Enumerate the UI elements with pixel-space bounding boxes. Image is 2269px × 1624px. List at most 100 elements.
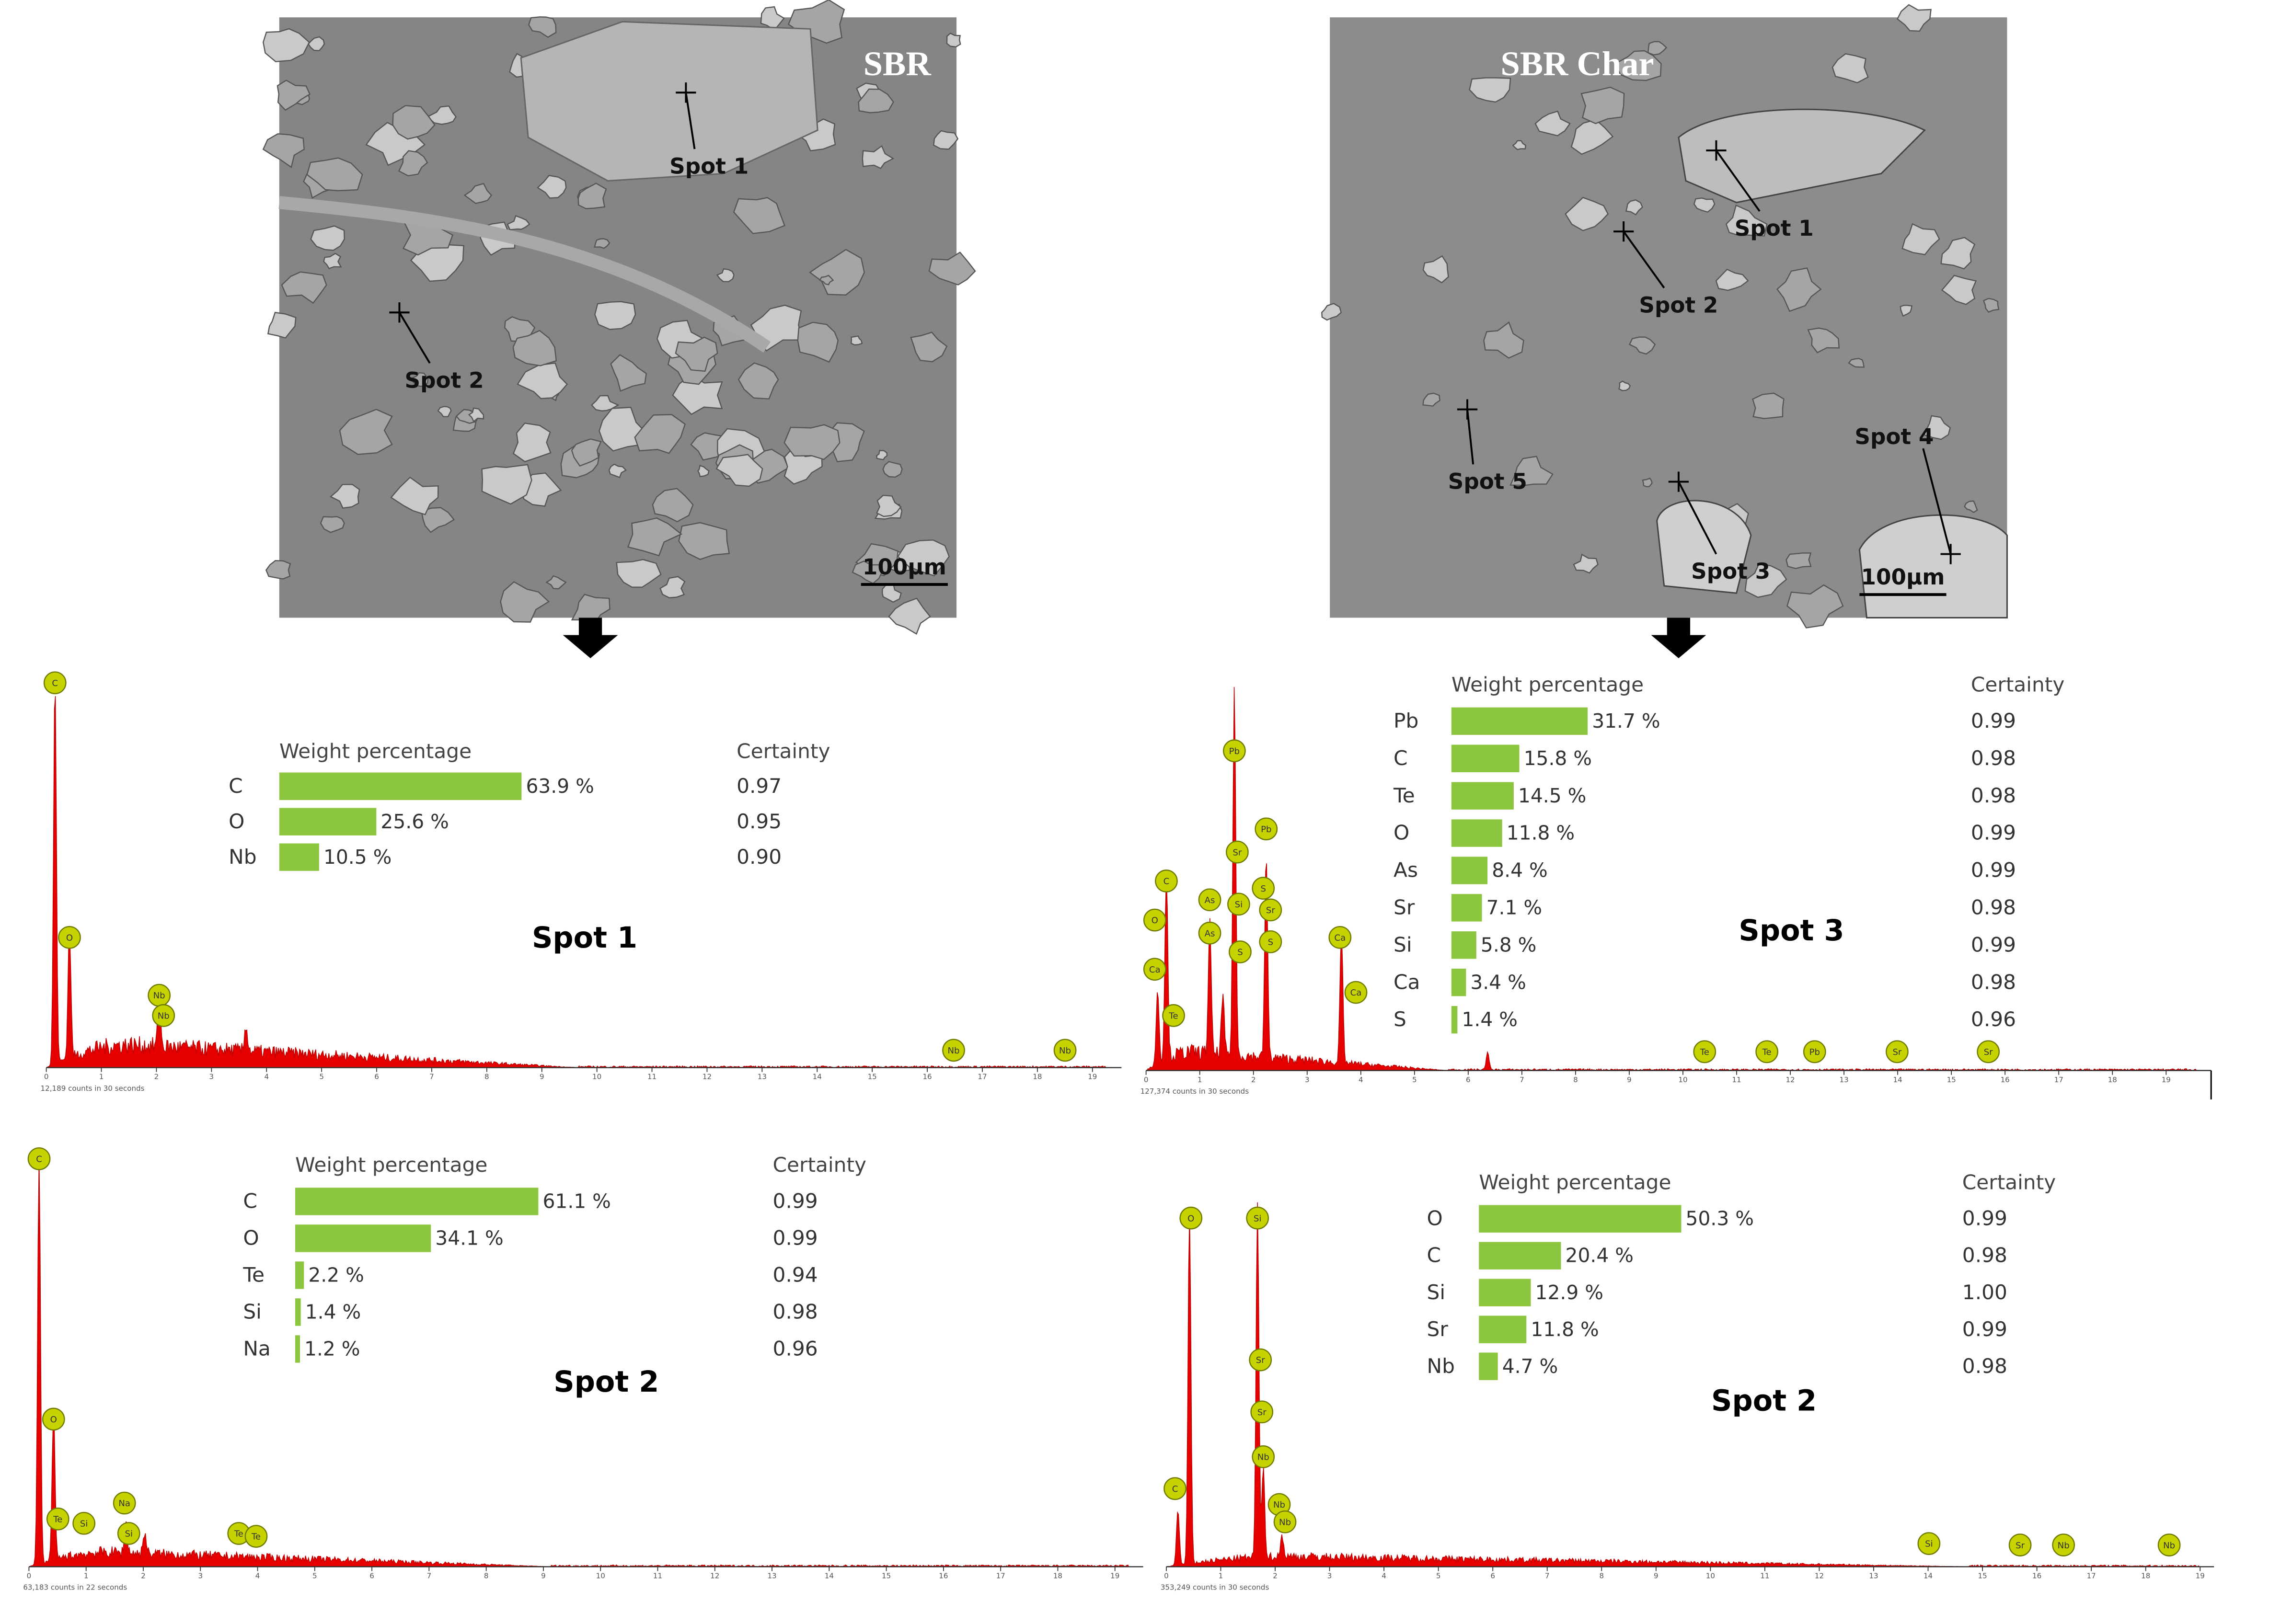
tick-label: 10 <box>592 1073 601 1081</box>
element-label: Sr <box>1427 1317 1448 1341</box>
particle <box>410 244 464 282</box>
pointer <box>1466 409 1474 465</box>
weight-label: 31.7 % <box>1592 709 1660 732</box>
spot-title: Spot 3 <box>1739 914 1844 948</box>
tick-label: 6 <box>374 1073 379 1081</box>
peak-badge <box>72 1511 96 1535</box>
peak-badge <box>1198 921 1221 945</box>
tick-label: 14 <box>813 1073 822 1081</box>
weight-label: 1.2 % <box>304 1338 360 1361</box>
peak-label: O <box>1187 1213 1194 1224</box>
element-label: Si <box>1394 933 1412 956</box>
particle <box>409 372 429 387</box>
tick-label: 19 <box>2162 1075 2171 1084</box>
element-label: Ca <box>1394 970 1420 994</box>
particle <box>329 484 360 509</box>
tick-label: 17 <box>2054 1075 2063 1084</box>
peak-badge <box>2008 1533 2032 1556</box>
peak-label: Te <box>1700 1047 1709 1057</box>
particle <box>1923 415 1951 440</box>
peak-badge <box>1259 898 1282 922</box>
certainty-value: 0.99 <box>1971 821 2016 845</box>
spectrum <box>1166 1202 2201 1567</box>
peak-badge <box>1143 958 1166 981</box>
spot-label: Spot 2 <box>405 367 484 393</box>
particle <box>928 252 976 286</box>
counts-caption: 127,374 counts in 30 seconds <box>1140 1087 1249 1096</box>
peak-label: Te <box>234 1529 243 1539</box>
particle <box>1565 196 1609 231</box>
weight-label: 10.5 % <box>323 846 392 869</box>
particle <box>594 301 636 330</box>
particle <box>1422 255 1449 284</box>
peak-badge <box>1252 877 1275 900</box>
peak-label: Sr <box>1984 1047 1993 1057</box>
peak-label: Na <box>118 1498 130 1509</box>
tick-label: 14 <box>1893 1075 1902 1084</box>
peak-badge <box>1226 840 1249 864</box>
element-label: C <box>243 1189 257 1213</box>
particle <box>715 454 763 487</box>
tick-label: 18 <box>2108 1075 2117 1084</box>
particle <box>512 422 552 462</box>
particle <box>809 249 865 296</box>
tick-label: 6 <box>1466 1075 1471 1084</box>
element-label: O <box>1427 1207 1442 1230</box>
peak-badge <box>942 1039 965 1062</box>
particle <box>1422 392 1440 407</box>
certainty-value: 0.94 <box>773 1263 818 1287</box>
particle <box>783 424 841 460</box>
tick-label: 4 <box>1382 1572 1386 1580</box>
arrow <box>563 618 618 658</box>
certainty-value: 0.99 <box>1971 858 2016 882</box>
spot-label: Spot 4 <box>1854 424 1934 449</box>
certainty-value: 0.99 <box>1962 1207 2007 1230</box>
particle <box>1618 380 1631 391</box>
particle <box>1964 500 1978 514</box>
counts-caption: 12,189 counts in 30 seconds <box>41 1084 145 1093</box>
certainty-value: 0.98 <box>1971 970 2016 994</box>
tick-label: 15 <box>868 1073 877 1081</box>
element-label: S <box>1394 1007 1406 1031</box>
peak-badge <box>1693 1040 1716 1064</box>
particle <box>1321 303 1342 321</box>
tick-label: 13 <box>1869 1572 1878 1580</box>
particle <box>1752 392 1785 419</box>
tick-label: 1 <box>1198 1075 1202 1084</box>
peak-label: Si <box>1254 1213 1262 1224</box>
spot-label: Spot 1 <box>1735 216 1814 241</box>
peak-badge <box>1246 1206 1269 1230</box>
particle <box>591 395 620 412</box>
weight-bar <box>1451 857 1488 884</box>
element-label: O <box>1394 821 1409 845</box>
peak-label: S <box>1261 884 1267 894</box>
certainty-header: Certainty <box>1962 1170 2056 1194</box>
tick-label: 14 <box>825 1572 834 1580</box>
peak-badge <box>46 1507 69 1531</box>
peak-label: Ca <box>1350 988 1362 998</box>
weight-label: 25.6 % <box>380 810 449 833</box>
certainty-value: 0.99 <box>773 1226 818 1250</box>
particle <box>281 271 327 304</box>
particle <box>1785 552 1812 570</box>
particle <box>481 464 532 505</box>
tick-label: 2 <box>1251 1075 1256 1084</box>
tick-label: 0 <box>1164 1572 1169 1580</box>
certainty-value: 0.98 <box>1962 1244 2007 1267</box>
particle <box>571 438 602 467</box>
particle <box>882 461 903 478</box>
weight-bar <box>279 808 377 835</box>
weight-label: 4.7 % <box>1502 1355 1558 1378</box>
particle <box>1831 53 1869 84</box>
arrow <box>1651 618 1706 658</box>
spot-title: Spot 2 <box>1711 1384 1817 1418</box>
tick-label: 6 <box>1490 1572 1495 1580</box>
peak-label: Ca <box>1334 933 1346 943</box>
peak-label: As <box>1205 928 1215 938</box>
sem-image: SBR Spot 1 Spot 2 100µm <box>262 0 976 635</box>
weight-label: 20.4 % <box>1566 1244 1634 1267</box>
peak-badge <box>1259 930 1282 953</box>
certainty-value: 1.00 <box>1962 1281 2007 1304</box>
